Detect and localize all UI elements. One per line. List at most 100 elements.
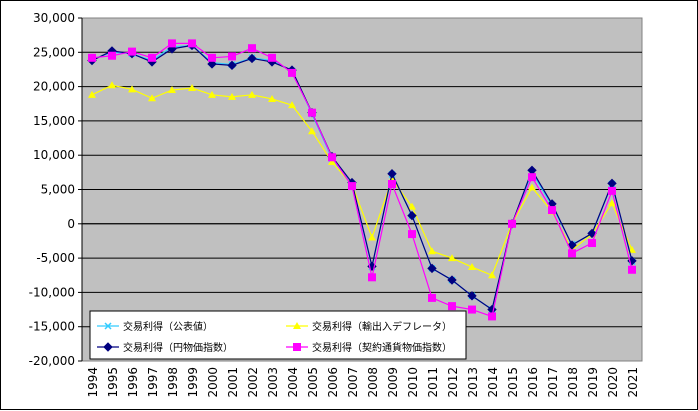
data-point <box>104 322 112 330</box>
y-tick-label: 0 <box>67 217 75 231</box>
data-point <box>427 263 437 274</box>
legend-label: 交易利得（円物価指数） <box>123 341 233 354</box>
data-point <box>308 108 316 117</box>
data-point <box>387 169 397 179</box>
data-point <box>408 202 416 210</box>
legend-entry: 交易利得（公表値） <box>97 320 213 333</box>
data-point <box>248 90 256 98</box>
data-series <box>87 39 637 321</box>
legend-label: 交易利得（輸出入デフレータ） <box>312 320 452 333</box>
data-point <box>528 173 536 182</box>
data-point <box>448 302 456 311</box>
data-point <box>468 305 476 314</box>
series <box>88 39 636 321</box>
x-tick-label: 2010 <box>406 367 420 398</box>
legend-box <box>89 310 467 360</box>
data-point <box>508 219 516 228</box>
y-tick-label: 25,000 <box>33 45 75 59</box>
data-point <box>328 153 336 162</box>
data-point <box>348 182 356 191</box>
x-tick-label: 2011 <box>426 367 440 398</box>
y-tick-label: 15,000 <box>33 114 75 128</box>
data-point <box>588 239 596 248</box>
data-point <box>608 186 616 195</box>
x-tick-label: 2008 <box>366 367 380 398</box>
x-tick-label: 2014 <box>486 367 500 398</box>
data-point <box>428 293 436 302</box>
data-point <box>108 81 116 89</box>
data-point <box>268 94 276 102</box>
x-tick-label: 1999 <box>186 367 200 398</box>
x-tick-label: 2017 <box>546 367 560 398</box>
x-axis-tick-labels: 1994 1995 1996 1997 1998 1999 2000 2001 2002 2003… <box>86 367 640 398</box>
legend-entry: 交易利得（輸出入デフレータ） <box>286 320 452 333</box>
x-tick-label: 2018 <box>566 367 580 398</box>
legend: 交易利得（公表値） 交易利得（輸出入デフレータ） 交易利得（円物価指数） 交易利得（契… <box>89 310 467 360</box>
y-tick-label: 5,000 <box>41 183 75 197</box>
data-point <box>368 233 376 241</box>
data-point <box>128 47 136 56</box>
data-point <box>293 322 301 329</box>
y-tick-label: 10,000 <box>33 148 75 162</box>
data-point <box>468 263 476 271</box>
legend-entry: 交易利得（円物価指数） <box>97 341 233 354</box>
data-point <box>208 90 216 98</box>
x-tick-label: 2012 <box>446 367 460 398</box>
data-point <box>628 265 636 274</box>
data-point <box>288 68 296 77</box>
data-point <box>168 86 176 94</box>
series-line <box>91 42 633 318</box>
data-point <box>447 275 457 285</box>
data-point <box>587 228 597 239</box>
data-point <box>208 53 216 62</box>
data-point <box>268 53 276 62</box>
x-tick-label: 1998 <box>166 367 180 398</box>
x-tick-label: 2005 <box>306 367 320 398</box>
data-point <box>408 230 416 239</box>
data-point <box>188 83 196 91</box>
x-tick-label: 1997 <box>146 367 160 398</box>
x-tick-label: 1994 <box>86 367 100 398</box>
data-point <box>207 59 217 69</box>
x-tick-label: 2001 <box>226 367 240 398</box>
data-point <box>407 210 417 221</box>
y-tick-label: -5,000 <box>36 251 75 265</box>
x-tick-label: 2016 <box>526 367 540 398</box>
data-point <box>188 39 196 48</box>
y-tick-label: 20,000 <box>33 80 75 94</box>
y-tick-label: 30,000 <box>33 11 75 25</box>
legend-label: 交易利得（公表値） <box>123 320 213 333</box>
data-point <box>308 127 316 135</box>
data-point <box>228 52 236 61</box>
data-point <box>448 254 456 262</box>
data-point <box>528 183 536 191</box>
legend-entry: 交易利得（契約通貨物価指数） <box>286 341 452 354</box>
x-tick-label: 2020 <box>606 367 620 398</box>
data-point <box>428 247 436 255</box>
data-point <box>488 312 496 321</box>
data-point <box>148 53 156 62</box>
legend-label: 交易利得（契約通貨物価指数） <box>312 341 452 354</box>
data-point <box>368 273 376 282</box>
data-point <box>608 199 616 207</box>
x-tick-label: 2015 <box>506 367 520 398</box>
data-point <box>108 51 116 60</box>
x-tick-label: 2006 <box>326 367 340 398</box>
data-point <box>168 39 176 48</box>
x-tick-label: 2002 <box>246 367 260 398</box>
data-point <box>247 53 257 64</box>
data-point <box>288 101 296 109</box>
data-point <box>228 92 236 100</box>
data-point <box>88 90 96 98</box>
x-tick-label: 2003 <box>266 367 280 398</box>
data-point <box>128 85 136 93</box>
data-point <box>248 44 256 53</box>
y-tick-label: -20,000 <box>29 354 75 368</box>
x-tick-label: 2013 <box>466 367 480 398</box>
series-line <box>91 44 633 311</box>
x-tick-label: 2021 <box>626 367 640 398</box>
data-point <box>488 271 496 279</box>
x-tick-label: 2000 <box>206 367 220 398</box>
